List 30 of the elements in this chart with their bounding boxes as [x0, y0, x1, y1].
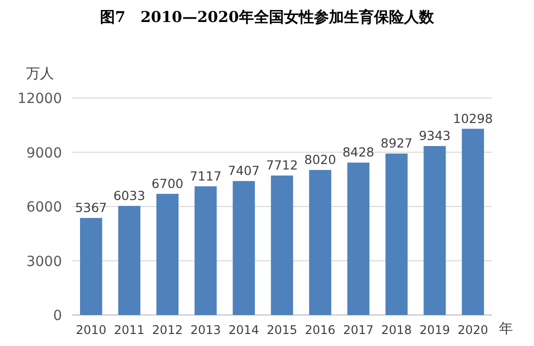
xtick: 2018 [381, 323, 412, 337]
data-label: 5367 [75, 200, 107, 215]
xtick: 2012 [152, 323, 183, 337]
xtick: 2017 [343, 323, 374, 337]
ytick: 0 [53, 308, 62, 324]
ylabel: 万人 [26, 66, 54, 82]
data-label: 8927 [380, 136, 412, 151]
xtick: 2013 [190, 323, 221, 337]
data-label: 8428 [342, 144, 374, 160]
xtick: 2016 [304, 323, 336, 337]
data-label: 10298 [453, 110, 493, 126]
ytick: 3000 [26, 254, 62, 270]
xtick: 2015 [266, 323, 298, 337]
xtick: 2014 [228, 323, 260, 337]
data-label: 6033 [113, 188, 146, 203]
xtick: 2020 [458, 323, 488, 337]
xlabel: 年 [499, 321, 513, 337]
xtick: 2010 [76, 323, 106, 337]
ytick: 6000 [26, 200, 62, 216]
xtick: 2011 [114, 323, 145, 337]
data-label: 6700 [152, 176, 184, 191]
data-label: 9343 [418, 128, 451, 144]
ytick: 12000 [17, 91, 62, 107]
xtick: 2019 [419, 323, 450, 337]
ytick: 9000 [26, 145, 62, 162]
data-label: 7712 [266, 158, 298, 173]
title: 图7 2010—2020年全国女性参加生育保险人数 [100, 8, 434, 26]
data-label: 7407 [228, 163, 260, 178]
data-label: 7117 [190, 168, 222, 184]
data-label: 8020 [304, 152, 336, 167]
